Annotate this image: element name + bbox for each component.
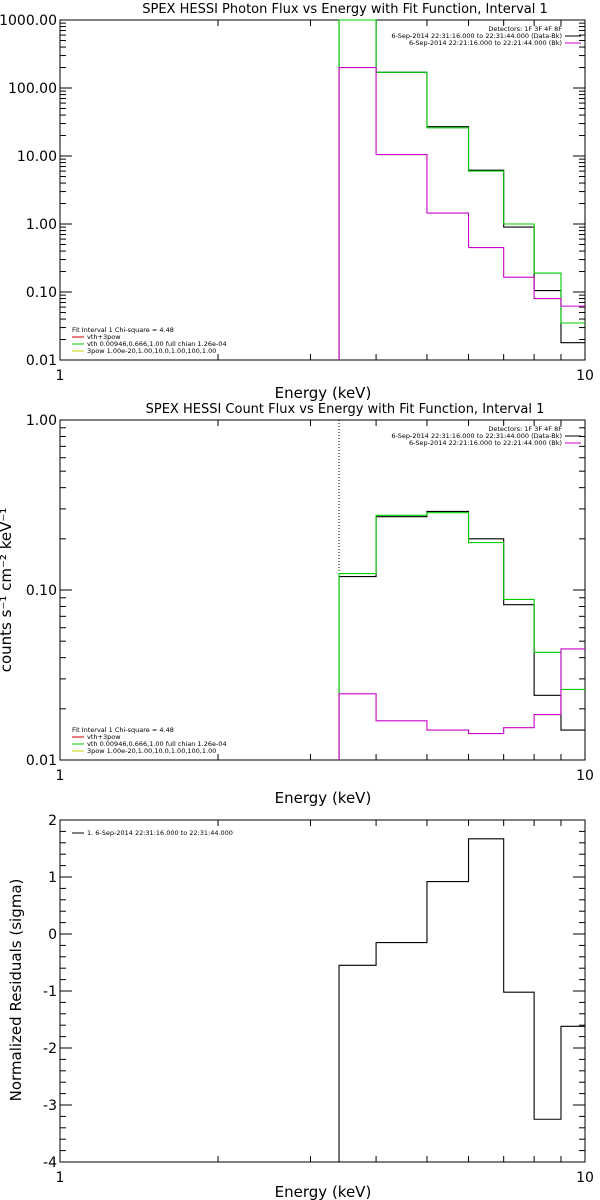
x-tick-label: 1 — [56, 768, 65, 784]
legend-entry: 3pow 1.00e-20,1.00,10.0,1.00,100,1.00 — [87, 747, 216, 755]
y-ticks: 0.01 0.10 1.00 — [26, 413, 585, 769]
series-layer — [338, 510, 585, 760]
y-tick-label: 1.00 — [26, 217, 57, 233]
x-tick-label: 1 — [56, 1170, 65, 1186]
legend-header: Detectors: 1F 3F 4F 8F — [488, 425, 562, 433]
legend-header: Fit Interval 1 Chi-square = 4.48 — [72, 726, 174, 734]
series-step-line — [338, 838, 585, 1162]
x-ticks: 1 10 — [56, 820, 594, 1186]
residuals-panel: -4 -3 -2 -1 0 1 2 1 10 1. 6-Sep-2014 22:31:16.0… — [7, 813, 594, 1200]
y-tick-label: 1000.00 — [0, 13, 57, 29]
y-ticks: -4 -3 -2 -1 0 1 2 — [43, 813, 585, 1171]
legend-left: Fit Interval 1 Chi-square = 4.48vth+3pow… — [72, 326, 227, 355]
x-axis-label: Energy (keV) — [275, 384, 372, 402]
plot-frame — [59, 419, 586, 761]
legend-header: Fit Interval 1 Chi-square = 4.48 — [72, 326, 174, 334]
x-tick-label: 10 — [576, 368, 594, 384]
y-tick-label: 100.00 — [8, 81, 57, 97]
legend-entry: vth 0.00946,0.666,1.00 full chian 1.26e-… — [87, 340, 227, 348]
y-tick-label: 0.10 — [26, 583, 57, 599]
legend-entry: 6-Sep-2014 22:21:16.000 to 22:21:44.000 … — [409, 39, 562, 47]
legend-header: Detectors: 1F 3F 4F 8F — [488, 25, 562, 33]
y-tick-label: 0.10 — [26, 285, 57, 301]
plot-frame — [59, 819, 586, 1163]
legend-entry: 6-Sep-2014 22:31:16.000 to 22:31:44.000 … — [391, 432, 562, 440]
y-tick-label: 2 — [48, 813, 57, 829]
legend-entry: 1. 6-Sep-2014 22:31:16.000 to 22:31:44.0… — [87, 829, 233, 837]
y-tick-label: -4 — [43, 1155, 57, 1171]
series-step-line — [338, 66, 585, 360]
legend-entry: vth 0.00946,0.666,1.00 full chian 1.26e-… — [87, 740, 227, 748]
y-tick-label: 0 — [48, 927, 57, 943]
legend-left: 1. 6-Sep-2014 22:31:16.000 to 22:31:44.0… — [72, 829, 233, 837]
legend-entry: 6-Sep-2014 22:31:16.000 to 22:31:44.000 … — [391, 32, 562, 40]
series-step-line — [338, 512, 585, 760]
x-tick-label: 1 — [56, 368, 65, 384]
x-ticks: 1 10 — [56, 420, 594, 784]
y-tick-label: 1.00 — [26, 413, 57, 429]
y-tick-label: -1 — [43, 984, 57, 1000]
y-tick-label: -2 — [43, 1041, 57, 1057]
photon-flux-panel: SPEX HESSI Photon Flux vs Energy with Fi… — [0, 2, 594, 402]
series-layer — [338, 838, 585, 1162]
y-tick-label: 0.01 — [26, 353, 57, 369]
legend-entry: vth+3pow — [87, 733, 121, 741]
legend-right: Detectors: 1F 3F 4F 8F6-Sep-2014 22:31:1… — [391, 425, 581, 447]
series-step-line — [338, 648, 585, 760]
legend-left: Fit Interval 1 Chi-square = 4.48vth+3pow… — [72, 726, 227, 755]
y-axis-label: counts s⁻¹ cm⁻² keV⁻¹ — [0, 508, 15, 673]
x-tick-label: 10 — [576, 768, 594, 784]
series-step-line — [338, 19, 585, 360]
legend-entry: 6-Sep-2014 22:21:16.000 to 22:21:44.000 … — [409, 439, 562, 447]
y-tick-label: -3 — [43, 1098, 57, 1114]
panel-title: SPEX HESSI Photon Flux vs Energy with Fi… — [142, 2, 548, 17]
y-ticks: 0.01 0.10 1.00 10.00 100.00 1000.00 — [0, 13, 585, 369]
count-flux-panel: SPEX HESSI Count Flux vs Energy with Fit… — [0, 402, 594, 807]
plot-frame — [59, 19, 586, 361]
panel-title: SPEX HESSI Count Flux vs Energy with Fit… — [146, 402, 545, 417]
x-tick-label: 10 — [576, 1170, 594, 1186]
legend-entry: vth+3pow — [87, 333, 121, 341]
x-axis-label: Energy (keV) — [275, 789, 372, 807]
x-axis-label: Energy (keV) — [275, 1183, 372, 1200]
legend-right: Detectors: 1F 3F 4F 8F6-Sep-2014 22:31:1… — [391, 25, 581, 47]
y-tick-label: 0.01 — [26, 753, 57, 769]
y-tick-label: 1 — [48, 870, 57, 886]
series-layer — [338, 19, 585, 360]
legend-entry: 3pow 1.00e-20,1.00,10.0,1.00,100,1.00 — [87, 347, 216, 355]
y-axis-label: Normalized Residuals (sigma) — [7, 879, 25, 1102]
y-tick-label: 10.00 — [17, 149, 57, 165]
